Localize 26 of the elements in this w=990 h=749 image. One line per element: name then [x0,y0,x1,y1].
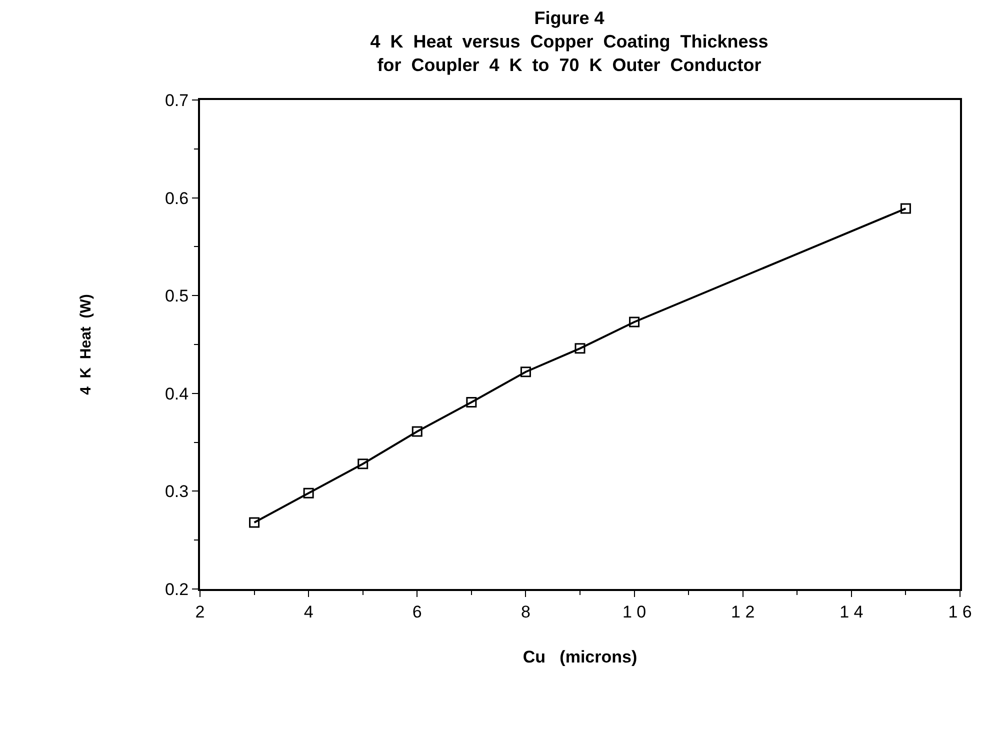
point [466,396,477,408]
y-tick-label: 0.4 [164,384,189,404]
point [574,343,586,354]
x-tick-label: 1 2 [731,602,755,622]
point [629,316,640,328]
y-tick-label: 0.5 [164,286,189,306]
point [520,366,531,378]
point [412,426,422,437]
x-tick-label: 8 [520,602,530,622]
point [249,517,260,528]
x-tick-label: 1 4 [840,602,864,622]
y-tick-label: 0.3 [164,482,189,502]
x-axis-title: Cu (microns) [522,647,638,666]
chart-title: Figure 4 4 K Heat versus Copper Coating Thickness for Coupler 4 K to 70 K Outer Conductor [370,8,768,75]
x-tick-label: 1 6 [948,602,972,622]
y-tick-label: 0.6 [164,188,189,208]
x-tick-label: 6 [412,602,422,622]
y-axis-title: 4 K Heat (W) [78,294,95,395]
x-tick-label: 1 0 [622,602,646,622]
point [303,488,314,498]
point [358,458,368,470]
y-tick-label: 0.7 [164,90,189,110]
x-tick-label: 2 [195,602,205,622]
point [900,203,911,214]
y-tick-label: 0.2 [164,580,189,599]
x-tick-label: 4 [304,602,314,622]
